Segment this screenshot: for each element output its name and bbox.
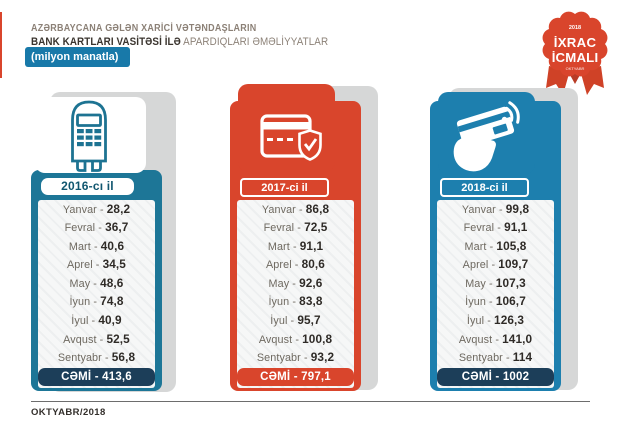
svg-text:OKTYABR: OKTYABR [566, 66, 585, 71]
svg-text:İCMALI: İCMALI [552, 50, 599, 65]
svg-text:2018: 2018 [569, 25, 581, 31]
svg-text:İXRAC: İXRAC [554, 35, 597, 50]
